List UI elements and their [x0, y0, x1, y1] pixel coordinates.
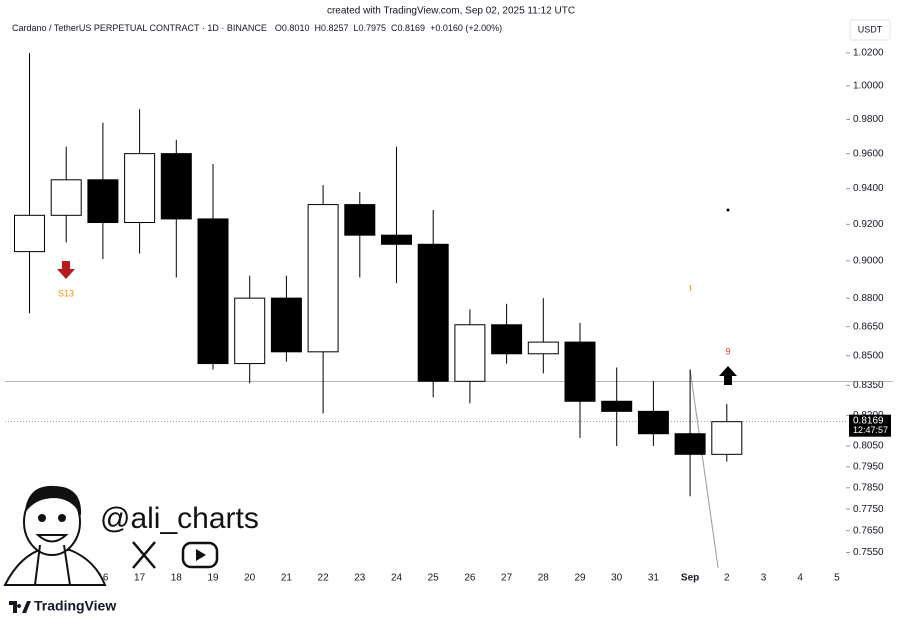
candle-body: [564, 341, 596, 402]
y-tick-label: 1.0000: [853, 80, 884, 91]
y-tick-label: 0.8350: [853, 380, 884, 391]
x-logo: [132, 541, 156, 569]
candle-body: [14, 214, 45, 253]
marker-tick: [689, 284, 692, 292]
candle-body: [270, 297, 302, 353]
handle: @ali_charts: [100, 502, 259, 535]
x-tick-label: Sep: [681, 573, 699, 584]
candle-body: [711, 421, 743, 455]
countdown: 12:47:57: [853, 425, 888, 435]
x-tick-label: 27: [501, 573, 513, 584]
candle-body: [344, 204, 376, 236]
price-tag: [849, 414, 891, 437]
y-tick-label: 0.9200: [853, 219, 884, 230]
currency: USDT: [858, 24, 883, 34]
y-tick-label: 0.7550: [853, 547, 884, 558]
ohlc-key: L: [353, 23, 358, 33]
candle-body: [601, 400, 633, 412]
ohlc-value: 0.8010: [282, 23, 310, 33]
brand: TradingView: [34, 598, 116, 614]
candle-body: [234, 297, 266, 365]
candle-body: [307, 204, 339, 353]
ohlc-key: O: [275, 23, 282, 33]
buy-arrow: [719, 366, 737, 385]
candle-body: [417, 243, 449, 382]
youtube-logo: [181, 541, 219, 569]
x-tick-label: 28: [538, 573, 550, 584]
y-tick-label: 0.8650: [853, 321, 884, 332]
y-tick-label: 0.8800: [853, 293, 884, 304]
x-tick-label: 19: [207, 573, 219, 584]
ohlc-value: 0.7975: [359, 23, 387, 33]
sell-signal: S13: [58, 288, 74, 298]
y-tick-label: 0.9800: [853, 114, 884, 125]
candle-body: [87, 179, 119, 224]
y-tick-label: 0.7950: [853, 461, 884, 472]
count-signal: 9: [725, 346, 730, 356]
x-tick-label: 20: [244, 573, 256, 584]
candle-body: [491, 324, 523, 355]
x-tick-label: 18: [171, 573, 183, 584]
x-tick-label: 24: [391, 573, 403, 584]
y-tick-label: 0.7850: [853, 482, 884, 493]
marker-dot: [726, 208, 730, 212]
y-tick-label: 0.9000: [853, 255, 884, 266]
currency-box: [849, 19, 891, 41]
ohlc-key: H: [314, 23, 321, 33]
y-tick-label: 0.7750: [853, 504, 884, 515]
y-tick-label: 1.0200: [853, 48, 884, 59]
x-tick-label: 31: [648, 573, 660, 584]
x-tick-label: 30: [611, 573, 623, 584]
credit: created with TradingView.com, Sep 02, 20…: [327, 6, 575, 17]
ohlc-value: 0.8169: [398, 23, 426, 33]
x-tick-label: 26: [464, 573, 476, 584]
sell-arrow: [57, 261, 75, 279]
candle-body: [160, 153, 192, 220]
y-tick-label: 0.8500: [853, 350, 884, 361]
candle-body: [637, 410, 669, 435]
x-tick-label: 4: [797, 573, 803, 584]
trend-line: [689, 369, 719, 569]
x-tick-label: 21: [281, 573, 293, 584]
ohlc-value: 0.8257: [321, 23, 349, 33]
x-tick-label: 3: [761, 573, 767, 584]
x-tick-label: 23: [354, 573, 366, 584]
x-tick-label: 17: [134, 573, 146, 584]
candle-body: [454, 324, 486, 382]
symbol: Cardano / TetherUS PERPETUAL CONTRACT · …: [12, 23, 267, 33]
y-tick-label: 0.7650: [853, 525, 884, 536]
candle-body: [197, 218, 229, 365]
candle-body: [50, 179, 82, 216]
y-tick-label: 0.8050: [853, 441, 884, 452]
candle-body: [674, 433, 706, 455]
y-tick-label: 0.9600: [853, 148, 884, 159]
x-tick-label: 2: [724, 573, 730, 584]
avatar: [3, 485, 107, 586]
last-price-label: 0.8169: [853, 415, 884, 426]
x-tick-label: 22: [318, 573, 330, 584]
x-tick-label: 29: [574, 573, 586, 584]
y-tick-label: 0.9400: [853, 183, 884, 194]
tv-logo: [9, 601, 31, 613]
x-tick-label: 16: [97, 573, 109, 584]
x-tick-label: 5: [834, 573, 840, 584]
symbol-legend: Cardano / TetherUS PERPETUAL CONTRACT · …: [12, 23, 502, 33]
ohlc-key: C: [391, 23, 398, 33]
candle-body: [124, 153, 156, 224]
change: +0.0160 (+2.00%): [430, 23, 502, 33]
plot: 1.0200 1.0000 0.9800 0.9600 0.9400 0.9200 0.90…: [5, 48, 893, 584]
candle-body: [381, 234, 412, 245]
candle-body: [527, 341, 559, 355]
x-tick-label: 25: [428, 573, 440, 584]
